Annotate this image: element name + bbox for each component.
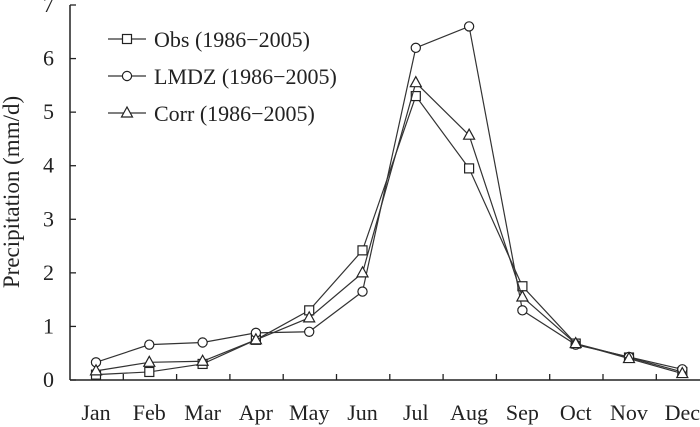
- data-point-triangle: [462, 127, 476, 140]
- y-tick-label: 4: [43, 153, 54, 178]
- series-line-triangle: [95, 81, 683, 375]
- x-tick-label: Feb: [133, 400, 166, 425]
- legend-label: Obs (1986−2005): [154, 27, 310, 52]
- y-tick-label: 0: [43, 367, 54, 392]
- data-point-circle: [144, 339, 155, 350]
- x-tick-label: Dec: [665, 400, 700, 425]
- data-point-triangle: [249, 332, 263, 345]
- y-tick-label: 1: [43, 313, 54, 338]
- x-tick-label: Apr: [239, 400, 274, 425]
- series-line-square: [95, 94, 683, 376]
- x-tick-label: Mar: [184, 400, 221, 425]
- x-tick-label: Sep: [506, 400, 539, 425]
- x-tick-label: Oct: [560, 400, 592, 425]
- x-tick-label: Aug: [450, 400, 488, 425]
- x-tick-label: Jan: [81, 400, 110, 425]
- data-point-triangle: [622, 351, 636, 364]
- data-point-circle: [197, 337, 208, 348]
- data-point-triangle: [675, 366, 689, 379]
- data-point-circle: [304, 326, 315, 337]
- legend-label: LMDZ (1986−2005): [154, 64, 337, 89]
- y-axis-title: Precipitation (mm/d): [0, 96, 24, 288]
- data-point-triangle: [196, 354, 210, 366]
- data-point-square: [144, 366, 155, 378]
- y-tick-label: 7: [43, 0, 54, 17]
- data-point-circle: [410, 42, 421, 54]
- data-point-square: [464, 163, 475, 174]
- data-point-triangle: [355, 265, 370, 278]
- data-point-triangle: [89, 363, 103, 376]
- data-point-square: [410, 90, 421, 102]
- series-layer: [89, 21, 689, 380]
- data-point-triangle: [142, 355, 156, 367]
- data-point-triangle: [302, 310, 316, 323]
- data-point-circle: [357, 286, 368, 297]
- data-point-circle: [517, 305, 528, 316]
- y-axis-ticks: 0 1 2 3 4 5 6 7: [43, 0, 76, 392]
- data-point-triangle: [409, 75, 423, 88]
- data-point-circle: [463, 21, 475, 32]
- legend-marker-circle: [121, 70, 133, 82]
- data-point-triangle: [515, 289, 529, 302]
- axes: [69, 5, 700, 381]
- y-tick-label: 3: [43, 206, 54, 231]
- y-tick-label: 6: [43, 46, 54, 71]
- x-tick-label: May: [289, 400, 329, 425]
- x-axis-ticks: Jan Feb Mar Apr May Jun Jul Aug Sep Oct Nov Dec: [81, 374, 700, 425]
- x-tick-label: Jul: [403, 400, 429, 425]
- series-line-circle: [95, 25, 683, 370]
- y-tick-label: 5: [43, 99, 54, 124]
- legend: Obs (1986−2005) LMDZ (1986−2005) Corr (198…: [108, 27, 337, 126]
- legend-marker-triangle: [120, 105, 134, 118]
- data-point-square: [357, 245, 368, 256]
- x-tick-label: Nov: [610, 400, 648, 425]
- legend-label: Corr (1986−2005): [154, 101, 315, 126]
- y-tick-label: 2: [43, 260, 54, 285]
- data-point-triangle: [569, 336, 583, 349]
- legend-marker-square: [121, 33, 133, 45]
- x-tick-label: Jun: [347, 400, 378, 425]
